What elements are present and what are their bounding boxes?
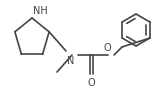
Text: O: O [103, 43, 111, 53]
Text: NH: NH [33, 6, 48, 16]
Text: O: O [87, 78, 95, 88]
Text: N: N [67, 56, 75, 66]
